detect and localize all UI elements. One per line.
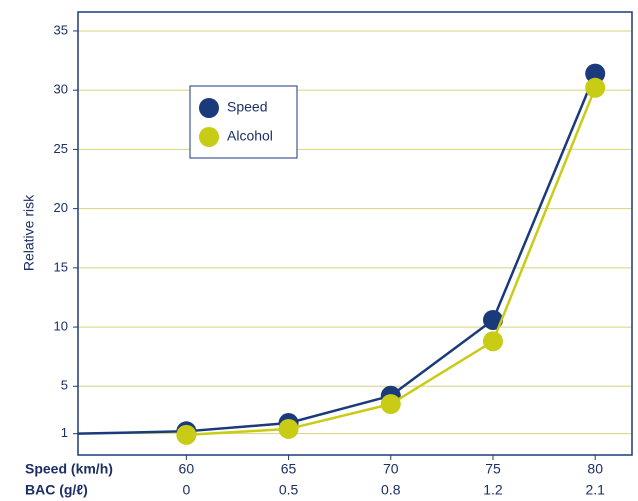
x-tick-label: 0.8: [381, 482, 401, 498]
x-tick-label: 0: [182, 482, 190, 498]
x-tick-label: 75: [485, 461, 501, 477]
y-tick-label: 25: [54, 141, 68, 156]
x-row-name: Speed (km/h): [25, 461, 113, 477]
x-tick-label: 80: [587, 461, 603, 477]
data-point: [482, 309, 503, 330]
data-point: [278, 418, 299, 439]
y-axis-label: Relative risk: [21, 194, 37, 271]
data-point: [585, 77, 606, 98]
x-tick-label: 65: [281, 461, 297, 477]
y-tick-label: 15: [54, 259, 68, 274]
y-tick-label: 30: [54, 82, 68, 97]
legend-label: Alcohol: [227, 128, 273, 144]
x-tick-label: 60: [179, 461, 195, 477]
legend-label: Speed: [227, 99, 267, 115]
series-line: [77, 73, 597, 435]
data-point: [176, 424, 197, 445]
legend-box: [189, 85, 298, 159]
y-tick-label: 35: [54, 22, 68, 37]
legend-marker: [199, 127, 219, 147]
x-tick-label: 1.2: [483, 482, 503, 498]
y-tick-label: 20: [54, 200, 68, 215]
y-tick-label: 1: [61, 425, 68, 440]
x-tick-label: 70: [383, 461, 399, 477]
legend-marker: [199, 98, 219, 118]
x-tick-label: 0.5: [279, 482, 299, 498]
x-row-name: BAC (g/ℓ): [25, 482, 88, 498]
data-point: [380, 394, 401, 415]
y-tick-label: 5: [61, 378, 68, 393]
plot-frame: [77, 11, 633, 456]
data-point: [585, 63, 606, 84]
y-tick-label: 10: [54, 319, 68, 334]
x-tick-label: 2.1: [585, 482, 605, 498]
data-point: [482, 331, 503, 352]
